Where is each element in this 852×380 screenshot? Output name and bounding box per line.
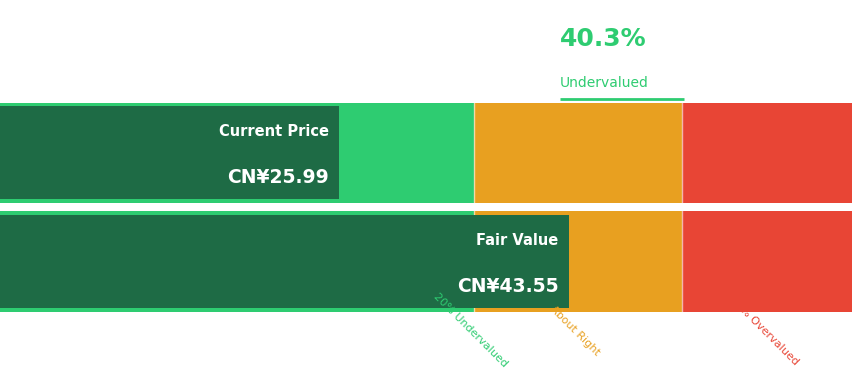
Bar [474, 103, 682, 203]
Bar [682, 211, 852, 312]
Bar [0, 103, 852, 203]
Bar [0, 106, 339, 199]
Bar [474, 211, 682, 312]
Text: 40.3%: 40.3% [560, 27, 646, 51]
Bar [682, 103, 852, 203]
Bar [0, 211, 852, 312]
Text: CN¥25.99: CN¥25.99 [227, 168, 329, 187]
Text: Current Price: Current Price [219, 124, 329, 139]
Text: 20% Undervalued: 20% Undervalued [431, 291, 509, 369]
Text: Undervalued: Undervalued [560, 76, 648, 90]
Text: About Right: About Right [547, 304, 601, 357]
Text: 20% Overvalued: 20% Overvalued [727, 294, 799, 367]
Text: CN¥43.55: CN¥43.55 [457, 277, 558, 296]
Bar [0, 215, 568, 308]
Text: Fair Value: Fair Value [475, 233, 558, 248]
